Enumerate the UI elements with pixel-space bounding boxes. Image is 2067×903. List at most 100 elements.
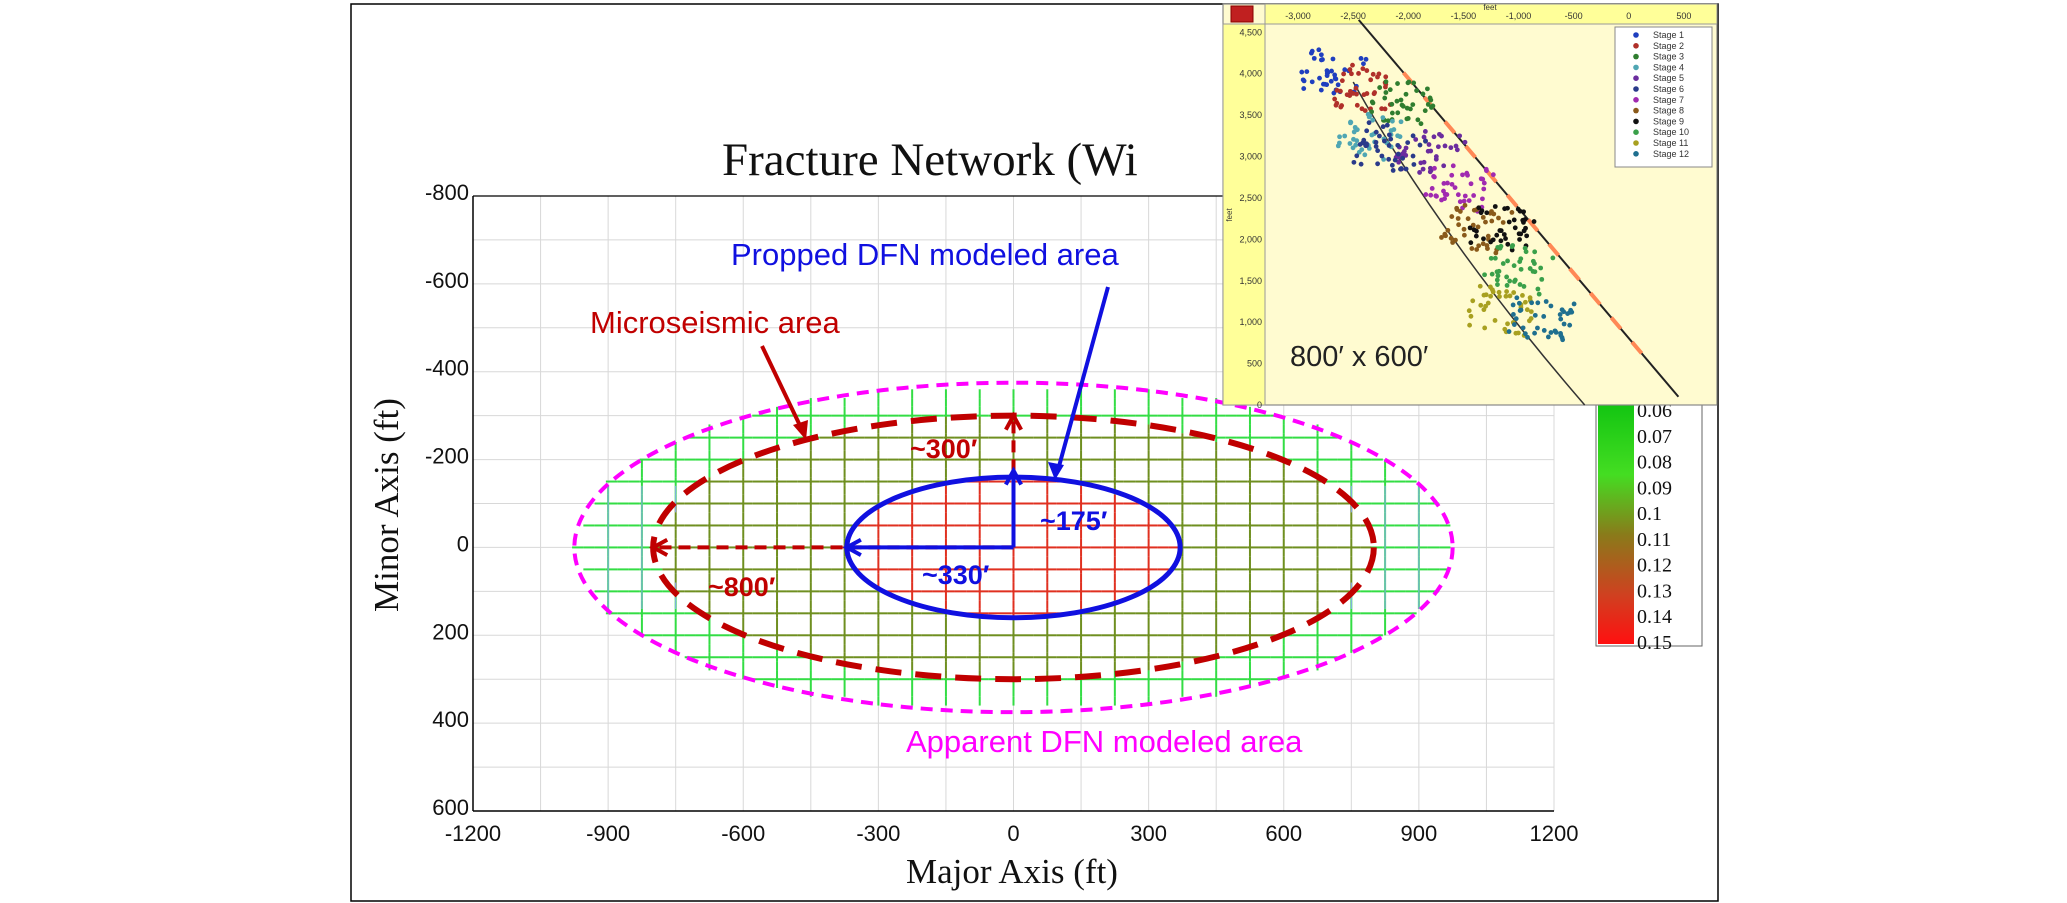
inset-point xyxy=(1364,68,1370,73)
inset-point xyxy=(1324,73,1330,79)
inset-point xyxy=(1498,238,1504,244)
inset-point xyxy=(1470,222,1476,228)
inset-point xyxy=(1543,299,1549,304)
inset-point xyxy=(1539,276,1545,282)
inset-point xyxy=(1517,237,1522,242)
legend-label: Stage 5 xyxy=(1653,73,1684,83)
inset-point xyxy=(1404,105,1410,111)
y-tick-label: 600 xyxy=(432,795,469,820)
inset-point xyxy=(1338,88,1343,94)
inset-point xyxy=(1457,133,1463,139)
inset-point xyxy=(1461,198,1467,204)
inset-point xyxy=(1342,67,1348,73)
inset-point xyxy=(1485,300,1491,306)
y-tick-label: 200 xyxy=(432,619,469,644)
inset-point xyxy=(1403,91,1409,97)
x-tick-labels: -1200 -900 -600 -300 0 300 600 900 1200 xyxy=(445,821,1579,846)
legend-marker xyxy=(1633,140,1639,146)
inset-point xyxy=(1344,92,1350,98)
inset-y-tick-label: 2,000 xyxy=(1239,234,1262,244)
inset-y-tick-label: 1,000 xyxy=(1239,317,1262,327)
x-axis-label: Major Axis (ft) xyxy=(906,852,1118,891)
perforation-segment xyxy=(1568,267,1581,282)
inset-point xyxy=(1385,118,1391,124)
legend-marker xyxy=(1633,118,1639,125)
dim-800-label: ~800′ xyxy=(708,572,775,602)
dimension-arrows xyxy=(648,411,1023,557)
inset-point xyxy=(1418,160,1424,166)
legend-marker xyxy=(1633,107,1639,114)
inset-point xyxy=(1497,228,1503,233)
inset-point xyxy=(1504,283,1510,288)
colorbar-label: 0.11 xyxy=(1637,529,1671,551)
inset-point xyxy=(1299,69,1305,75)
y-tick-label: -400 xyxy=(425,356,469,381)
inset-point xyxy=(1548,303,1554,309)
inset-point xyxy=(1454,147,1460,153)
inset-point xyxy=(1483,219,1488,225)
inset-point xyxy=(1372,90,1378,95)
inset-point xyxy=(1354,138,1360,144)
inset-point xyxy=(1431,173,1437,179)
inset-point xyxy=(1410,102,1416,108)
inset-point xyxy=(1369,99,1375,105)
x-tick-label: 1200 xyxy=(1530,821,1579,846)
inset-point xyxy=(1512,279,1517,284)
inset-point xyxy=(1524,307,1530,313)
inset-point xyxy=(1532,312,1538,318)
inset-y-tick-label: 3,500 xyxy=(1239,110,1262,120)
inset-point xyxy=(1387,87,1393,93)
inset-point xyxy=(1443,233,1448,239)
inset-point xyxy=(1421,134,1427,140)
inset-point xyxy=(1383,79,1389,85)
inset-left-axis xyxy=(1222,23,1266,406)
inset-point xyxy=(1492,204,1498,209)
inset-point xyxy=(1431,134,1437,140)
inset-point xyxy=(1441,180,1447,186)
map-icon[interactable] xyxy=(1230,5,1254,23)
inset-x-tick-label: -500 xyxy=(1565,11,1583,21)
inset-axis-unit-left: feet xyxy=(1225,208,1234,222)
microseismic-area-label: Microseismic area xyxy=(590,305,841,340)
inset-point xyxy=(1453,237,1458,243)
inset-point xyxy=(1353,85,1359,91)
legend-marker xyxy=(1633,32,1639,38)
apparent-area-label: Apparent DFN modeled area xyxy=(906,724,1303,759)
inset-point xyxy=(1536,291,1542,297)
inset-point xyxy=(1420,91,1426,97)
inset-point xyxy=(1329,68,1334,74)
inset-y-tick-label: 4,500 xyxy=(1239,27,1262,37)
inset-point xyxy=(1389,101,1395,107)
inset-point xyxy=(1433,154,1439,159)
inset-point xyxy=(1417,170,1422,175)
inset-point xyxy=(1492,255,1498,261)
inset-point xyxy=(1377,133,1382,139)
inset-y-tick-label: 500 xyxy=(1247,359,1262,369)
dim-800-arrow-head xyxy=(648,538,669,557)
inset-point xyxy=(1382,95,1388,101)
inset-y-tick-label: 0 xyxy=(1257,400,1262,410)
perforation-segment xyxy=(1609,316,1623,331)
inset-point xyxy=(1488,255,1494,261)
inset-point xyxy=(1506,219,1512,225)
legend-marker xyxy=(1633,64,1639,71)
inset-point xyxy=(1503,236,1508,241)
inset-point xyxy=(1492,318,1498,323)
inset-point xyxy=(1481,186,1487,192)
inset-point xyxy=(1513,316,1519,322)
inset-point xyxy=(1361,92,1367,98)
inset-point xyxy=(1481,180,1487,186)
inset-point xyxy=(1488,293,1494,299)
inset-point xyxy=(1301,86,1307,91)
inset-point xyxy=(1429,105,1434,110)
inset-point xyxy=(1415,117,1421,123)
inset-point xyxy=(1364,141,1369,147)
perforation-segment xyxy=(1505,193,1519,208)
inset-point xyxy=(1347,67,1353,72)
dim-175-label: ~175′ xyxy=(1040,506,1107,536)
inset-point xyxy=(1520,293,1525,298)
inset-point xyxy=(1506,329,1512,334)
legend-marker xyxy=(1633,53,1639,60)
inset-point xyxy=(1530,269,1536,274)
y-axis-label: Minor Axis (ft) xyxy=(367,398,406,612)
